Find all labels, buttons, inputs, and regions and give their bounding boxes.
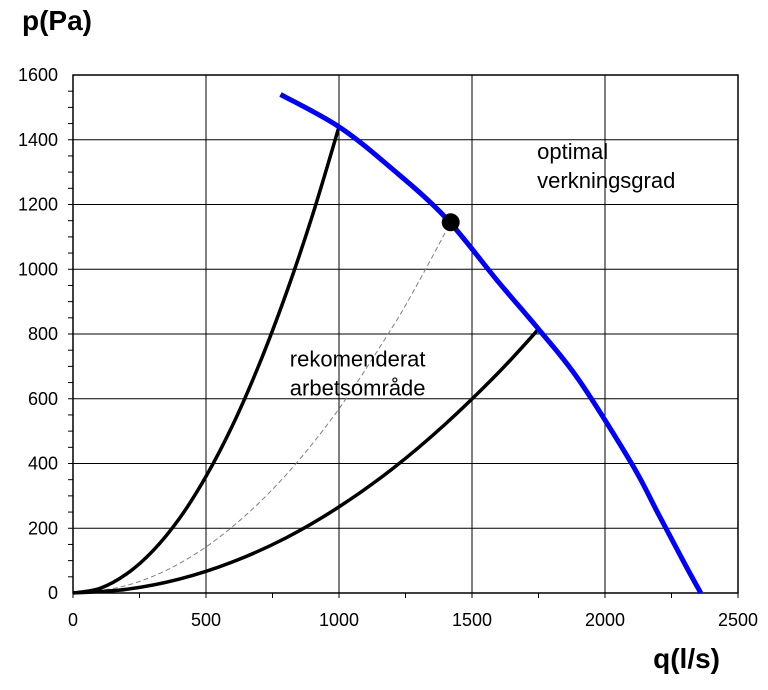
x-tick-label: 1000 — [319, 610, 359, 630]
annotation-line: arbetsområde — [290, 375, 426, 400]
annotation-line: rekomenderat — [290, 346, 426, 371]
system-curve-steep-line — [72, 126, 341, 595]
x-axis: 0 500 1000 1500 2000 2500 — [68, 610, 758, 630]
y-tick-label: 1200 — [18, 195, 58, 215]
y-tick-label: 400 — [28, 454, 58, 474]
grid — [73, 75, 738, 593]
x-tick-label: 1500 — [452, 610, 492, 630]
x-tick-label: 2000 — [585, 610, 625, 630]
x-tick-label: 2500 — [718, 610, 758, 630]
y-tick-label: 1000 — [18, 259, 58, 279]
x-tick-label: 0 — [68, 610, 78, 630]
x-axis-title: q(l/s) — [653, 643, 720, 674]
y-tick-label: 600 — [28, 389, 58, 409]
series-layer — [72, 92, 703, 595]
minor-ticks — [68, 90, 739, 598]
y-tick-label: 800 — [28, 324, 58, 344]
system-curve-shallow-line — [72, 327, 540, 595]
y-tick-label: 1400 — [18, 130, 58, 150]
y-tick-label: 1600 — [18, 65, 58, 85]
annotation-line: verkningsgrad — [537, 168, 675, 193]
optimal-efficiency-line — [72, 222, 452, 594]
y-axis: 0 200 400 600 800 1000 1200 1400 1600 — [18, 65, 58, 603]
annotation-line: optimal — [537, 139, 608, 164]
annotations: optimal verkningsgrad rekomenderat arbetsom… — [290, 139, 676, 400]
x-tick-label: 500 — [191, 610, 221, 630]
operating-point — [441, 213, 460, 232]
plot-frame — [72, 74, 739, 594]
y-tick-label: 200 — [28, 518, 58, 538]
y-axis-title: p(Pa) — [22, 5, 92, 36]
y-tick-label: 0 — [48, 583, 58, 603]
chart-annotation: optimal verkningsgrad — [537, 139, 675, 193]
chart-annotation: rekomenderat arbetsområde — [290, 346, 426, 400]
fan-curve-line — [279, 92, 703, 595]
